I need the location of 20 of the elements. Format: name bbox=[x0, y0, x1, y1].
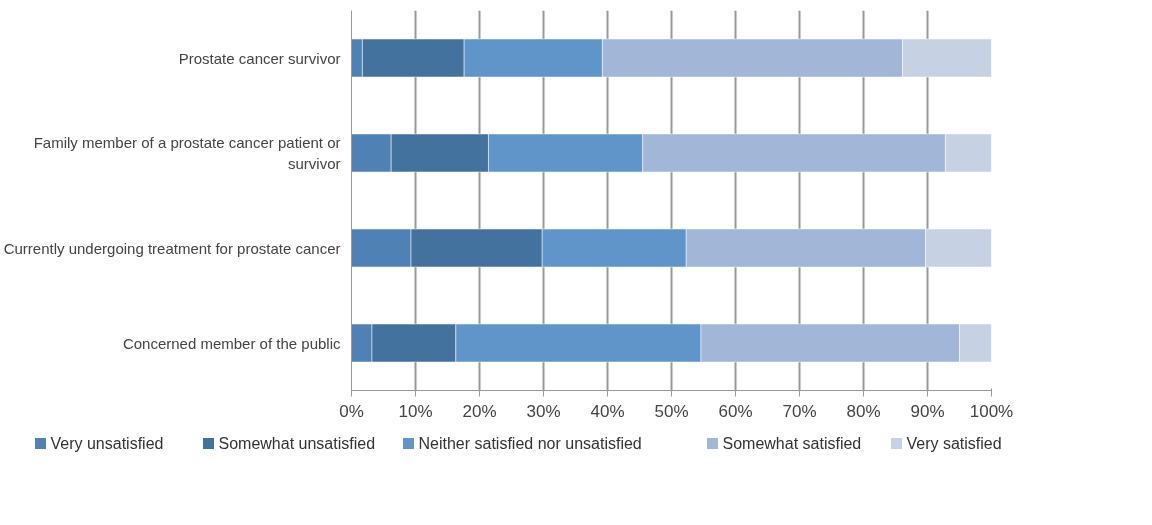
y-tick-label: Currently undergoing treatment for prostate cancer bbox=[3, 239, 341, 257]
y-tick-label: Prostate cancer survivor bbox=[178, 49, 341, 67]
x-tick-label: 80% bbox=[846, 401, 881, 421]
x-tick-label: 70% bbox=[782, 401, 817, 421]
x-tick-label: 50% bbox=[654, 401, 689, 421]
x-tick-label: 40% bbox=[590, 401, 625, 421]
legend-label: Somewhat unsatisfied bbox=[218, 435, 376, 452]
x-tick-label: 0% bbox=[339, 401, 364, 421]
legend-label: Very satisfied bbox=[906, 435, 1002, 452]
y-tick-label: Family member of a prostate cancer patient or survivor bbox=[33, 134, 341, 172]
x-tick-label: 60% bbox=[718, 401, 753, 421]
x-tick-label: 100% bbox=[969, 401, 1014, 421]
legend-label: Very unsatisfied bbox=[50, 435, 164, 452]
x-tick-label: 30% bbox=[526, 401, 561, 421]
legend-label: Neither satisfied nor unsatisfied bbox=[418, 435, 642, 452]
legend-label: Somewhat satisfied bbox=[722, 435, 862, 452]
x-tick-label: 90% bbox=[910, 401, 945, 421]
x-tick-label: 20% bbox=[462, 401, 497, 421]
y-tick-label: Concerned member of the public bbox=[122, 334, 341, 352]
x-tick-label: 10% bbox=[398, 401, 433, 421]
